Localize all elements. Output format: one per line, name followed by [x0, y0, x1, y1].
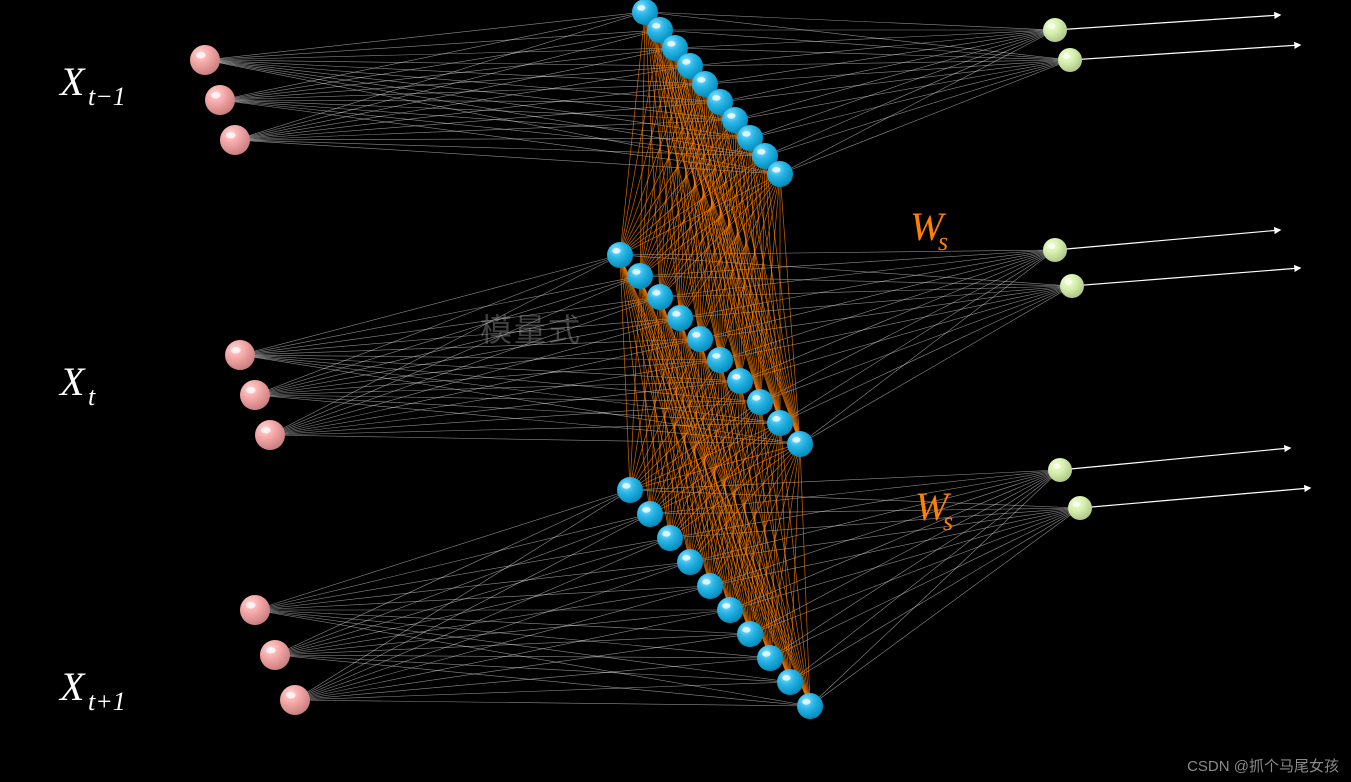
hidden-node: [697, 573, 723, 599]
output-node: [1068, 496, 1092, 520]
hidden-node: [647, 284, 673, 310]
svg-text:t: t: [88, 382, 96, 411]
label-x-tm1: X: [58, 59, 86, 104]
hidden-node: [637, 501, 663, 527]
hidden-node: [767, 161, 793, 187]
rnn-diagram: Xt−1XtXt+1WsWs: [0, 0, 1351, 782]
hidden-node: [727, 368, 753, 394]
hidden-node: [717, 597, 743, 623]
input-node: [205, 85, 235, 115]
hidden-node: [687, 326, 713, 352]
center-watermark: 模量式: [480, 305, 582, 351]
input-node: [240, 595, 270, 625]
hidden-node: [747, 389, 773, 415]
input-node: [220, 125, 250, 155]
svg-text:s: s: [943, 507, 953, 536]
svg-text:t+1: t+1: [88, 687, 126, 716]
hidden-node: [707, 347, 733, 373]
hidden-node: [797, 693, 823, 719]
hidden-node: [677, 549, 703, 575]
hidden-node: [777, 669, 803, 695]
input-node: [225, 340, 255, 370]
hidden-node: [607, 242, 633, 268]
output-node: [1043, 18, 1067, 42]
input-node: [280, 685, 310, 715]
hidden-node: [657, 525, 683, 551]
output-node: [1048, 458, 1072, 482]
hidden-node: [627, 263, 653, 289]
hidden-node: [617, 477, 643, 503]
hidden-node: [667, 305, 693, 331]
hidden-node: [757, 645, 783, 671]
csdn-watermark: CSDN @抓个马尾女孩: [1187, 755, 1339, 776]
hidden-node: [767, 410, 793, 436]
svg-text:s: s: [938, 227, 948, 256]
label-x-t: X: [58, 359, 86, 404]
hidden-node: [737, 621, 763, 647]
input-node: [190, 45, 220, 75]
output-node: [1060, 274, 1084, 298]
hidden-node: [787, 431, 813, 457]
output-node: [1043, 238, 1067, 262]
input-node: [240, 380, 270, 410]
label-x-tp1: X: [58, 664, 86, 709]
input-node: [260, 640, 290, 670]
output-node: [1058, 48, 1082, 72]
svg-text:t−1: t−1: [88, 82, 126, 111]
input-node: [255, 420, 285, 450]
